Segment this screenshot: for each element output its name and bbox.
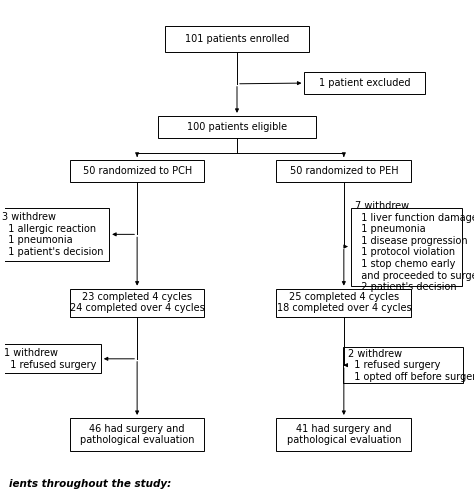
Text: 23 completed 4 cycles
24 completed over 4 cycles: 23 completed 4 cycles 24 completed over … (70, 292, 204, 313)
Text: 3 withdrew
  1 allergic reaction
  1 pneumonia
  1 patient's decision: 3 withdrew 1 allergic reaction 1 pneumon… (2, 212, 104, 257)
Text: 101 patients enrolled: 101 patients enrolled (185, 34, 289, 44)
FancyBboxPatch shape (276, 418, 411, 451)
FancyBboxPatch shape (0, 344, 101, 374)
Text: 1 withdrew
  1 refused surgery: 1 withdrew 1 refused surgery (4, 348, 97, 370)
FancyBboxPatch shape (276, 160, 411, 182)
Text: 46 had surgery and
pathological evaluation: 46 had surgery and pathological evaluati… (80, 424, 194, 445)
Text: 50 randomized to PEH: 50 randomized to PEH (290, 166, 398, 176)
Text: 50 randomized to PCH: 50 randomized to PCH (82, 166, 192, 176)
FancyBboxPatch shape (165, 26, 309, 52)
FancyBboxPatch shape (70, 288, 204, 317)
FancyBboxPatch shape (70, 418, 204, 451)
FancyBboxPatch shape (276, 288, 411, 317)
Text: 100 patients eligible: 100 patients eligible (187, 122, 287, 132)
FancyBboxPatch shape (0, 208, 109, 261)
Text: ients throughout the study:: ients throughout the study: (9, 479, 172, 489)
Text: 2 withdrew
  1 refused surgery
  1 opted off before surgery: 2 withdrew 1 refused surgery 1 opted off… (348, 349, 474, 382)
FancyBboxPatch shape (351, 208, 462, 286)
Text: 41 had surgery and
pathological evaluation: 41 had surgery and pathological evaluati… (287, 424, 401, 445)
FancyBboxPatch shape (158, 116, 316, 138)
FancyBboxPatch shape (304, 72, 425, 94)
Text: 7 withdrew
  1 liver function damage
  1 pneumonia
  1 disease progression
  1 p: 7 withdrew 1 liver function damage 1 pne… (356, 201, 474, 292)
Text: 1 patient excluded: 1 patient excluded (319, 78, 410, 88)
FancyBboxPatch shape (343, 347, 463, 383)
Text: 25 completed 4 cycles
18 completed over 4 cycles: 25 completed 4 cycles 18 completed over … (276, 292, 411, 313)
FancyBboxPatch shape (70, 160, 204, 182)
